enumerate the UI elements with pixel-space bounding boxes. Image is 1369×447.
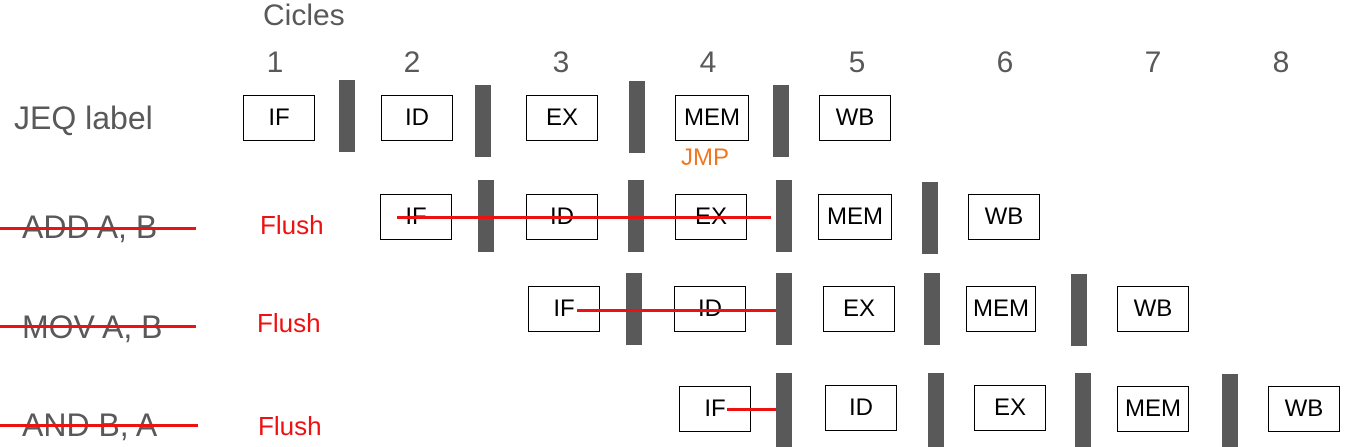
instruction-strikethrough	[0, 424, 198, 427]
cycle-label-7: 7	[1144, 46, 1162, 79]
flush-label: Flush	[258, 411, 322, 441]
stage-box-wb: WB	[819, 95, 891, 141]
instruction-label: JEQ label	[14, 100, 153, 136]
pipeline-register-bar	[776, 373, 792, 447]
pipeline-register-bar	[776, 273, 792, 345]
cycle-label-2: 2	[403, 46, 421, 79]
cycle-label-8: 8	[1272, 46, 1290, 79]
instruction-strikethrough	[0, 325, 196, 328]
cycle-label-6: 6	[996, 46, 1014, 79]
stage-box-mem: MEM	[966, 286, 1036, 332]
pipeline-register-bar	[475, 85, 491, 157]
flush-strike-line	[397, 216, 771, 219]
cycle-label-5: 5	[848, 46, 866, 79]
pipeline-register-bar	[928, 373, 944, 447]
pipeline-register-bar	[1075, 373, 1091, 447]
stage-box-ex: EX	[526, 95, 598, 141]
stage-box-wb: WB	[1268, 386, 1340, 432]
flush-label: Flush	[257, 308, 321, 338]
pipeline-register-bar	[924, 273, 940, 345]
pipeline-register-bar	[1222, 374, 1238, 447]
diagram-title: Cicles	[263, 0, 345, 32]
stage-box-id: ID	[825, 385, 897, 431]
pipeline-register-bar	[922, 182, 938, 254]
pipeline-register-bar	[776, 180, 792, 252]
cycle-label-4: 4	[699, 46, 717, 79]
stage-box-if: IF	[243, 95, 315, 141]
stage-box-id: ID	[381, 95, 453, 141]
stage-box-mem: MEM	[818, 194, 892, 240]
flush-strike-line	[577, 309, 777, 312]
stage-box-ex: EX	[974, 385, 1046, 431]
instruction-strikethrough	[0, 227, 196, 230]
stage-box-mem: MEM	[1117, 386, 1189, 432]
flush-label: Flush	[260, 210, 324, 240]
stage-box-ex: EX	[823, 286, 895, 332]
pipeline-register-bar	[773, 85, 789, 157]
jump-note: JMP	[681, 144, 729, 171]
pipeline-register-bar	[629, 81, 645, 153]
cycle-label-1: 1	[266, 46, 284, 79]
stage-box-wb: WB	[1117, 286, 1189, 332]
pipeline-register-bar	[1071, 274, 1087, 346]
stage-box-wb: WB	[968, 194, 1040, 240]
flush-strike-line	[727, 408, 777, 411]
cycle-label-3: 3	[552, 46, 570, 79]
pipeline-register-bar	[339, 80, 355, 152]
stage-box-mem: MEM	[675, 95, 749, 141]
